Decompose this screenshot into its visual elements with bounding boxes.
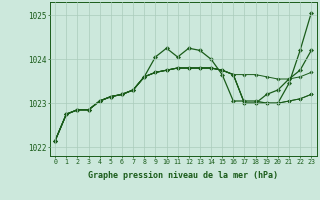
X-axis label: Graphe pression niveau de la mer (hPa): Graphe pression niveau de la mer (hPa): [88, 171, 278, 180]
